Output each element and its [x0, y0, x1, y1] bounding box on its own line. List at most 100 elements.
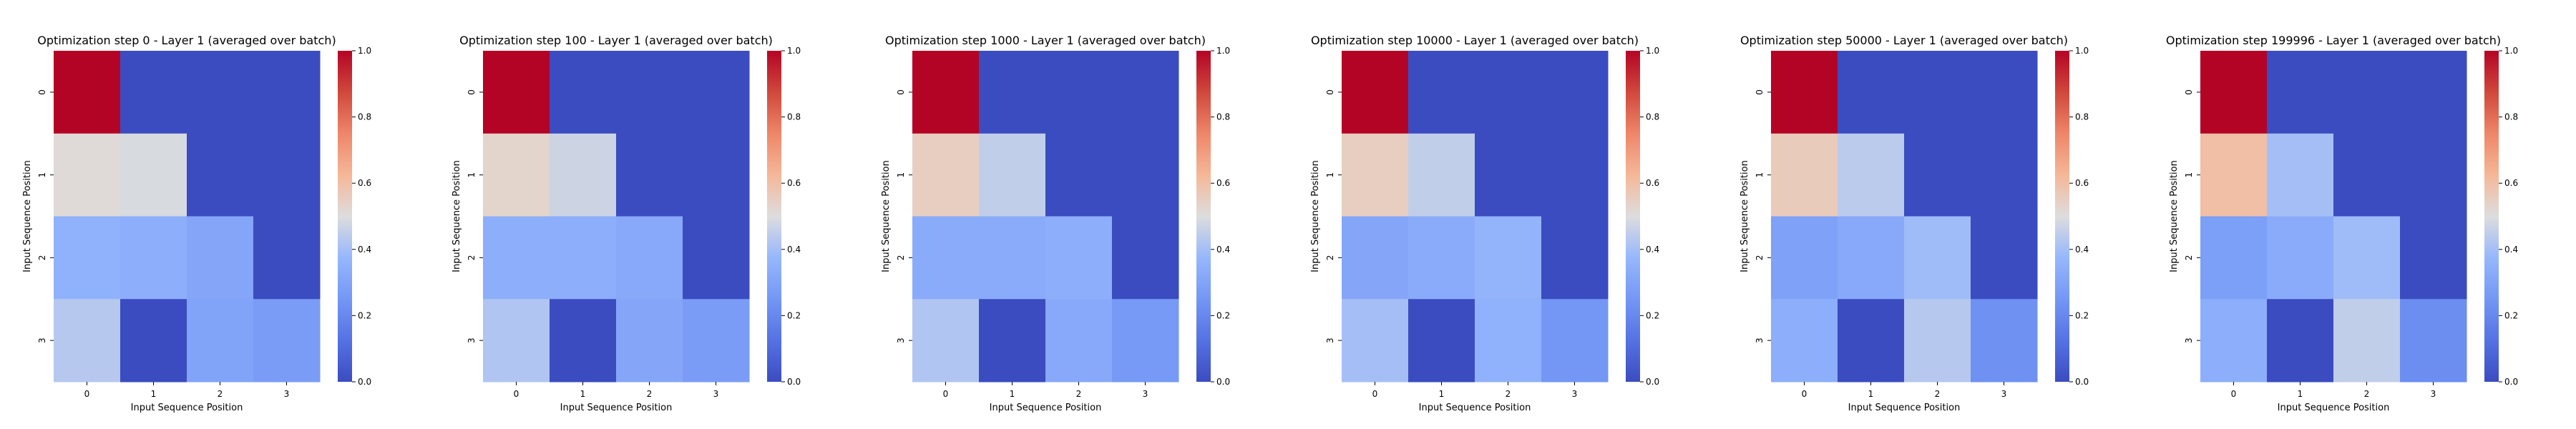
heatmap-cell-r1-c2	[616, 133, 683, 217]
heatmap-cell-r2-c2	[1045, 216, 1113, 300]
heatmap-cell-r3-c0	[912, 299, 980, 383]
heatmap-cell-r0-c2	[616, 51, 683, 134]
heatmap-cell-r0-c2	[2333, 51, 2401, 134]
heatmap-cell-r3-c2	[1045, 299, 1113, 383]
colorbar-tick-label: 0.4	[1646, 245, 1659, 255]
heatmap-cell-r1-c0	[2200, 133, 2268, 217]
x-tick-label: 3	[1143, 389, 1148, 399]
x-tick-label: 0	[84, 389, 90, 399]
y-tick-label: 3	[2184, 337, 2194, 343]
heatmap-cell-r3-c2	[1904, 299, 1971, 383]
y-tick-label: 2	[1755, 255, 1765, 261]
x-axis-label: Input Sequence Position	[131, 403, 243, 413]
heatmap-cell-r2-c2	[616, 216, 683, 300]
heatmap-cell-r1-c1	[1408, 133, 1475, 217]
y-tick-label: 1	[1755, 172, 1765, 178]
chart-title: Optimization step 100 - Layer 1 (average…	[459, 34, 773, 47]
heatmap-cell-r1-c3	[2400, 133, 2467, 217]
heatmap-cell-r1-c1	[120, 133, 187, 217]
heatmap-cell-r2-c1	[1408, 216, 1475, 300]
heatmap-cell-r3-c0	[483, 299, 550, 383]
x-tick-label: 2	[1506, 389, 1511, 399]
y-tick-label: 0	[2184, 89, 2194, 95]
heatmap-cell-r2-c1	[979, 216, 1046, 300]
x-tick-label: 3	[284, 389, 290, 399]
colorbar-tick-label: 0.4	[2504, 245, 2518, 255]
heatmap-panel-5: Optimization step 199996 - Layer 1 (aver…	[2166, 34, 2518, 413]
colorbar	[1626, 51, 1640, 382]
heatmap-cell-r0-c3	[1112, 51, 1179, 134]
x-axis-label: Input Sequence Position	[990, 403, 1102, 413]
colorbar-tick-label: 0.8	[2504, 112, 2518, 122]
colorbar	[767, 51, 781, 382]
heatmap-cell-r0-c0	[1342, 51, 1409, 134]
chart-title: Optimization step 0 - Layer 1 (averaged …	[37, 34, 336, 47]
colorbar-tick-label: 0.4	[1216, 245, 1230, 255]
colorbar-tick-label: 0.6	[1646, 178, 1659, 188]
x-tick-label: 3	[2001, 389, 2007, 399]
heatmap-cell-r2-c1	[2267, 216, 2334, 300]
colorbar-tick-label: 0.6	[787, 178, 801, 188]
y-tick-label: 3	[1755, 337, 1765, 343]
colorbar-tick-label: 0.0	[2504, 377, 2518, 387]
chart-title: Optimization step 199996 - Layer 1 (aver…	[2166, 34, 2501, 47]
heatmap-cell-r2-c1	[120, 216, 187, 300]
colorbar-tick-label: 1.0	[2075, 46, 2089, 56]
y-tick-label: 0	[896, 89, 906, 95]
y-tick-label: 0	[467, 89, 477, 95]
y-tick-label: 1	[2184, 172, 2194, 178]
heatmap-cell-r1-c3	[1541, 133, 1609, 217]
heatmap-cell-r2-c2	[1475, 216, 1542, 300]
heatmap-cell-r0-c1	[120, 51, 187, 134]
heatmap-cell-r2-c0	[1771, 216, 1838, 300]
colorbar-tick-label: 0.0	[358, 377, 371, 387]
heatmap-cell-r0-c3	[253, 51, 321, 134]
heatmap-cell-r3-c1	[2267, 299, 2334, 383]
heatmap-cell-r1-c3	[1971, 133, 2038, 217]
heatmap-cell-r0-c3	[1541, 51, 1609, 134]
heatmap-cell-r1-c1	[2267, 133, 2334, 217]
y-tick-label: 1	[1325, 172, 1335, 178]
heatmap-panel-1: Optimization step 100 - Layer 1 (average…	[452, 34, 801, 413]
heatmap-cell-r1-c1	[979, 133, 1046, 217]
heatmap-cell-r2-c1	[550, 216, 617, 300]
heatmap-cell-r1-c0	[483, 133, 550, 217]
heatmap-cell-r3-c2	[1475, 299, 1542, 383]
x-axis-label: Input Sequence Position	[560, 403, 673, 413]
y-tick-label: 0	[1325, 89, 1335, 95]
x-axis-label: Input Sequence Position	[1419, 403, 1531, 413]
colorbar-tick-label: 1.0	[358, 46, 371, 56]
x-axis-label: Input Sequence Position	[1848, 403, 1961, 413]
y-tick-label: 2	[467, 255, 477, 261]
x-tick-label: 2	[1076, 389, 1082, 399]
heatmap-cell-r1-c3	[253, 133, 321, 217]
heatmap-cell-r0-c0	[483, 51, 550, 134]
heatmap-cell-r1-c2	[2333, 133, 2401, 217]
y-tick-label: 2	[896, 255, 906, 261]
y-axis-label: Input Sequence Position	[2169, 160, 2180, 272]
colorbar-tick-label: 0.6	[358, 178, 371, 188]
heatmap-panel-4: Optimization step 50000 - Layer 1 (avera…	[1740, 34, 2089, 413]
heatmap-cell-r2-c2	[2333, 216, 2401, 300]
heatmap-cell-r3-c3	[1541, 299, 1609, 383]
colorbar-tick-label: 0.2	[1216, 310, 1230, 320]
heatmap-cell-r3-c2	[187, 299, 254, 383]
heatmap-cell-r2-c0	[54, 216, 121, 300]
colorbar-tick-label: 0.6	[2504, 178, 2518, 188]
colorbar-tick-label: 0.8	[787, 112, 801, 122]
chart-title: Optimization step 10000 - Layer 1 (avera…	[1311, 34, 1639, 47]
heatmap-cell-r3-c0	[54, 299, 121, 383]
heatmap-cell-r2-c2	[1904, 216, 1971, 300]
heatmap-cell-r1-c2	[1045, 133, 1113, 217]
heatmap-cell-r3-c3	[683, 299, 750, 383]
heatmap-cell-r1-c0	[912, 133, 980, 217]
heatmap-cell-r0-c1	[1838, 51, 1905, 134]
y-tick-label: 1	[37, 172, 47, 178]
heatmap-cell-r3-c0	[1342, 299, 1409, 383]
chart-title: Optimization step 50000 - Layer 1 (avera…	[1740, 34, 2068, 47]
x-tick-label: 2	[1935, 389, 1941, 399]
heatmap-cell-r3-c1	[1838, 299, 1905, 383]
x-tick-label: 3	[1572, 389, 1578, 399]
colorbar-tick-label: 0.4	[358, 245, 371, 255]
